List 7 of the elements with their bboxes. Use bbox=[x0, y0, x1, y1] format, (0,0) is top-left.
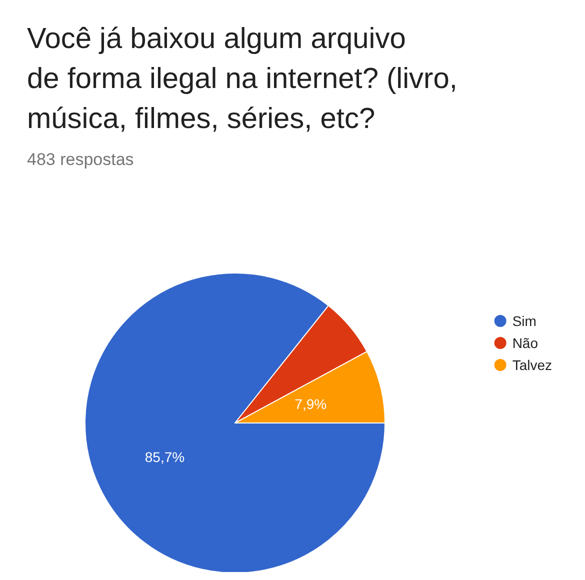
legend-label: Talvez bbox=[512, 357, 552, 373]
chart-title: Você já baixou algum arquivo de forma ilegal na internet? (livro, música, filmes, séries, etc? bbox=[27, 23, 466, 135]
data-label: 7,9% bbox=[294, 396, 327, 412]
legend-label: Sim bbox=[512, 313, 536, 329]
legend-label: Não bbox=[512, 335, 538, 351]
chart-subtitle: 483 respostas bbox=[27, 150, 134, 169]
data-label: 85,7% bbox=[144, 448, 185, 465]
